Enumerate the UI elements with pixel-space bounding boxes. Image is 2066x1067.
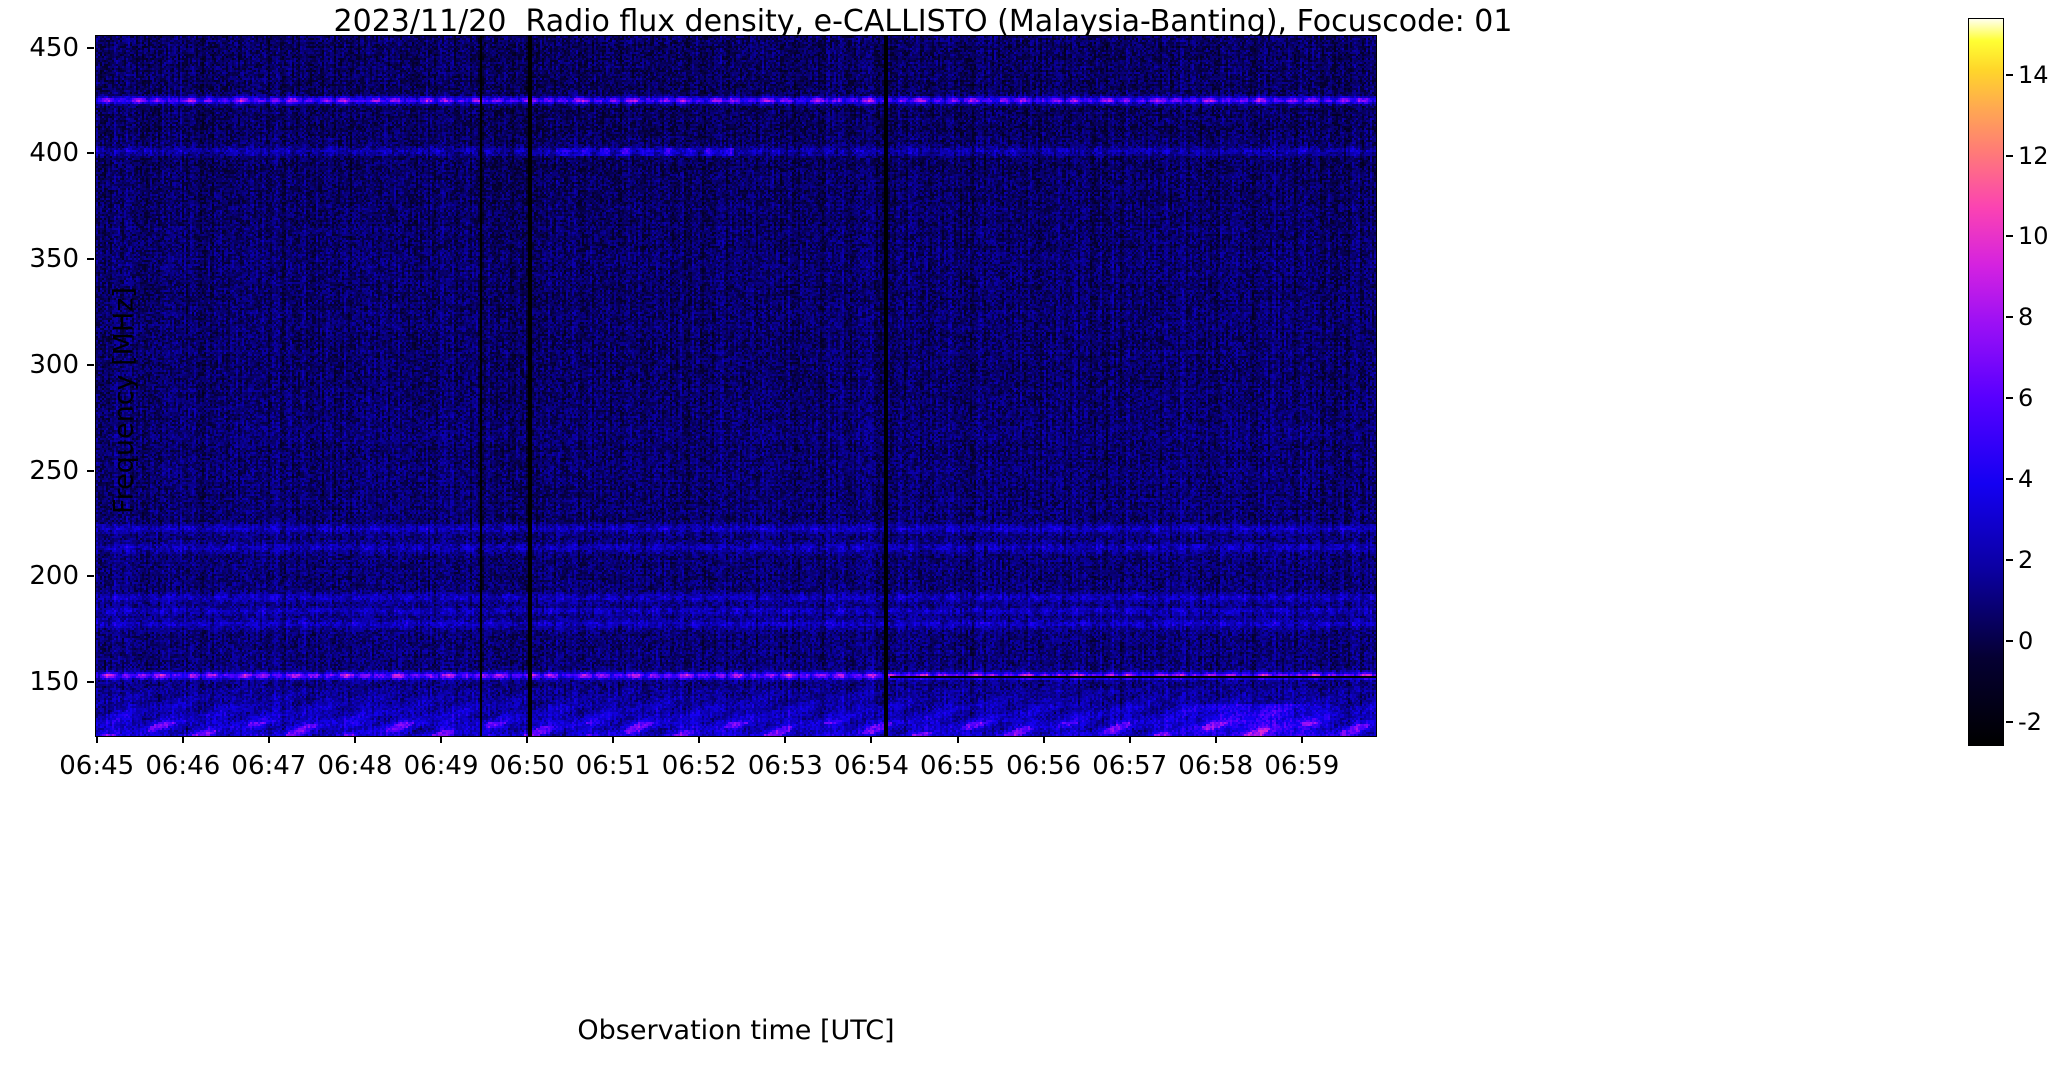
x-tick-mark [698, 736, 701, 743]
colorbar-tick-mark [2006, 558, 2013, 561]
x-tick-label: 06:45 [59, 751, 135, 781]
colorbar-tick-mark [2006, 73, 2013, 76]
colorbar-tick-mark [2006, 154, 2013, 157]
x-tick-label: 06:55 [920, 751, 995, 781]
colorbar-gradient [1968, 18, 2004, 746]
colorbar-tick-mark [2006, 639, 2013, 642]
x-tick-label: 06:53 [747, 751, 823, 781]
x-tick-mark [956, 736, 959, 743]
y-tick-mark [87, 152, 94, 155]
x-tick-label: 06:52 [661, 751, 737, 781]
colorbar-tick-label: 4 [2018, 465, 2034, 494]
y-tick-label: 150 [29, 667, 79, 698]
y-tick-mark [87, 469, 94, 472]
x-tick-mark [1214, 736, 1217, 743]
colorbar-tick-label: 10 [2018, 222, 2049, 251]
x-tick-label: 06:58 [1178, 751, 1254, 781]
y-tick-mark [87, 258, 94, 261]
colorbar-tick-mark [2006, 478, 2013, 481]
y-tick-label: 450 [29, 32, 79, 63]
y-tick-label: 250 [29, 455, 79, 486]
y-axis-label: Frequency [MHz] [108, 287, 140, 514]
page-title: 2023/11/20 Radio flux density, e-CALLIST… [333, 4, 1513, 39]
x-tick-mark [1300, 736, 1303, 743]
y-tick-label: 400 [29, 138, 79, 169]
y-tick-label: 300 [29, 349, 79, 380]
colorbar-tick-label: 14 [2018, 60, 2049, 89]
colorbar[interactable]: -2 0 2 4 6 8 10 12 14 [1968, 18, 2049, 746]
colorbar-tick-label: -2 [2018, 707, 2042, 736]
x-tick-mark [612, 736, 615, 743]
x-tick-mark [95, 736, 98, 743]
x-tick-label: 06:48 [317, 751, 393, 781]
colorbar-tick-mark [2006, 397, 2013, 400]
y-tick-mark [87, 363, 94, 366]
x-tick-mark [267, 736, 270, 743]
y-tick-mark [87, 46, 94, 49]
y-tick-mark [87, 681, 94, 684]
x-tick-mark [1042, 736, 1045, 743]
colorbar-tick-mark [2006, 720, 2013, 723]
x-tick-label: 06:54 [833, 751, 909, 781]
colorbar-tick-mark [2006, 235, 2013, 238]
x-tick-label: 06:50 [489, 751, 565, 781]
x-axis-label: Observation time [UTC] [577, 1015, 895, 1046]
colorbar-tick-label: 6 [2018, 384, 2034, 413]
x-tick-mark [181, 736, 184, 743]
x-tick-mark [440, 736, 443, 743]
colorbar-tick-label: 2 [2018, 545, 2034, 574]
x-tick-label: 06:46 [145, 751, 221, 781]
x-tick-label: 06:57 [1092, 751, 1168, 781]
colorbar-tick-label: 0 [2018, 626, 2034, 655]
spectrogram-image [96, 36, 1376, 736]
x-tick-mark [784, 736, 787, 743]
x-tick-mark [1128, 736, 1131, 743]
y-tick-label: 200 [29, 561, 79, 592]
colorbar-tick-mark [2006, 316, 2013, 319]
x-tick-label: 06:59 [1264, 751, 1340, 781]
spectrogram-plot-area[interactable] [95, 35, 1377, 737]
x-tick-label: 06:56 [1006, 751, 1082, 781]
y-tick-mark [87, 575, 94, 578]
colorbar-tick-label: 8 [2018, 303, 2034, 332]
x-tick-label: 06:47 [231, 751, 307, 781]
x-tick-mark [353, 736, 356, 743]
x-tick-label: 06:51 [575, 751, 651, 781]
colorbar-tick-label: 12 [2018, 141, 2049, 170]
x-tick-mark [870, 736, 873, 743]
y-tick-label: 350 [29, 244, 79, 275]
x-tick-label: 06:49 [403, 751, 479, 781]
x-tick-mark [526, 736, 529, 743]
